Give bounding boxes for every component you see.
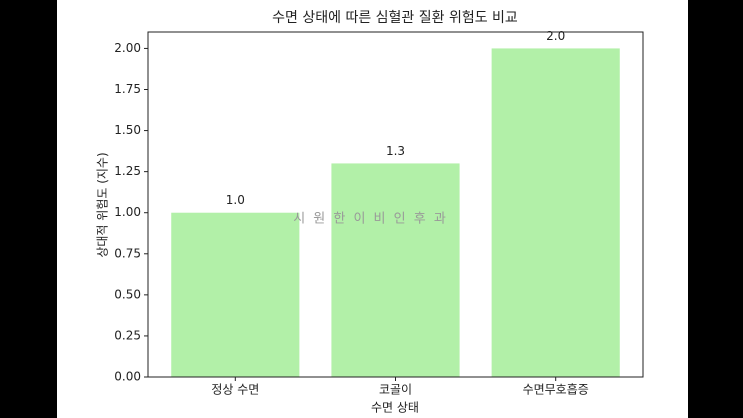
bar	[331, 163, 460, 377]
y-tick-label: 1.50	[114, 123, 141, 137]
x-axis-label: 수면 상태	[371, 401, 419, 415]
y-tick-label: 1.25	[114, 164, 141, 178]
x-tick-label: 코골이	[379, 383, 412, 397]
value-label: 1.3	[386, 144, 405, 158]
plot-frame	[147, 31, 644, 378]
x-tick-label: 정상 수면	[211, 383, 259, 397]
y-axis-label: 상대적 위험도 (지수)	[96, 152, 110, 257]
y-tick-label: 2.00	[114, 41, 141, 55]
bar	[491, 48, 620, 378]
bar	[171, 212, 300, 377]
value-label: 2.0	[546, 29, 565, 43]
y-tick-label: 1.75	[114, 82, 141, 96]
y-tick-label: 0.75	[114, 246, 141, 260]
y-tick-label: 0.50	[114, 287, 141, 301]
value-label: 1.0	[226, 193, 245, 207]
y-tick-label: 0.00	[114, 370, 141, 384]
chart-title: 수면 상태에 따른 심혈관 질환 위험도 비교	[272, 10, 518, 26]
x-tick-label: 수면무호흡증	[523, 383, 589, 397]
y-tick-label: 1.00	[114, 205, 141, 219]
y-tick-label: 0.25	[114, 328, 141, 342]
watermark: 시 원 한 이 비 인 후 과	[293, 212, 448, 227]
